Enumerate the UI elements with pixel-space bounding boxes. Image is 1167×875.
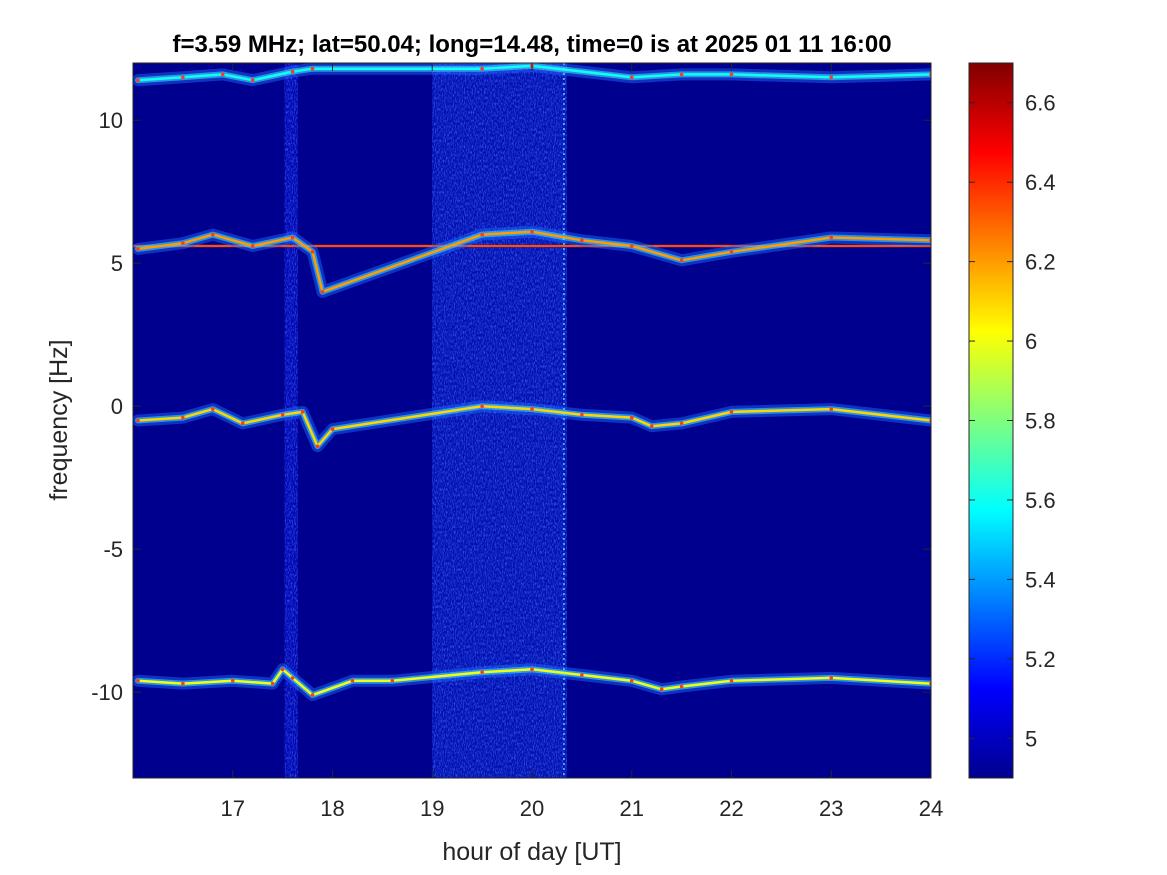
trace-point bbox=[480, 232, 484, 237]
trace-point bbox=[480, 670, 484, 674]
x-tick-label: 21 bbox=[620, 796, 644, 821]
trace-point bbox=[310, 66, 315, 71]
trace-point bbox=[679, 421, 684, 426]
trace-point bbox=[649, 424, 654, 429]
trace-point bbox=[211, 232, 215, 237]
x-tick-label: 19 bbox=[420, 796, 444, 821]
trace-point bbox=[290, 676, 295, 680]
y-tick-label: 10 bbox=[99, 108, 123, 133]
trace-point bbox=[136, 78, 140, 82]
trace-point bbox=[280, 412, 285, 417]
y-tick-label: 5 bbox=[111, 251, 123, 276]
trace-point bbox=[729, 678, 734, 683]
trace-point bbox=[136, 678, 140, 683]
y-axis: -10 -5 0 5 10 bbox=[91, 108, 931, 705]
trace-point bbox=[136, 247, 140, 251]
x-tick-label: 22 bbox=[719, 796, 743, 821]
trace-point bbox=[181, 75, 185, 80]
x-tick-label: 24 bbox=[919, 796, 943, 821]
plot-area bbox=[133, 63, 931, 778]
trace-point bbox=[240, 421, 245, 426]
trace-point bbox=[679, 258, 684, 263]
x-tick-label: 20 bbox=[520, 796, 544, 821]
trace-point bbox=[250, 78, 255, 82]
trace-point bbox=[580, 673, 584, 677]
trace-point bbox=[315, 444, 320, 449]
trace-point bbox=[629, 678, 634, 683]
trace-point bbox=[300, 410, 305, 414]
trace-point bbox=[480, 404, 484, 409]
trace-point bbox=[350, 678, 355, 683]
colorbar-tick-label: 6.4 bbox=[1025, 170, 1056, 195]
trace-point bbox=[629, 244, 634, 248]
trace-point bbox=[659, 687, 664, 692]
colorbar-tick-label: 5.8 bbox=[1025, 409, 1056, 434]
noise-bands bbox=[284, 63, 567, 778]
noise-band-speckle bbox=[432, 63, 567, 778]
trace-point bbox=[310, 693, 315, 697]
trace-point bbox=[330, 427, 335, 431]
trace-line bbox=[136, 668, 931, 697]
trace-point bbox=[729, 72, 734, 77]
x-axis: 17 18 19 20 21 22 23 24 bbox=[132, 62, 943, 821]
colorbar-tick-label: 5.4 bbox=[1025, 567, 1056, 592]
trace-point bbox=[530, 407, 534, 411]
trace-point bbox=[729, 410, 734, 414]
trace-point bbox=[211, 407, 215, 411]
trace-point bbox=[480, 66, 484, 71]
trace-point bbox=[280, 667, 285, 672]
trace-point bbox=[290, 235, 295, 240]
x-axis-label: hour of day [UT] bbox=[442, 838, 621, 866]
trace-point bbox=[310, 249, 315, 254]
trace-point bbox=[181, 415, 185, 420]
y-tick-label: -5 bbox=[103, 537, 123, 562]
doppler-traces bbox=[133, 63, 931, 702]
y-tick-label: 0 bbox=[111, 394, 123, 419]
trace-point bbox=[580, 238, 584, 243]
trace-point bbox=[829, 75, 834, 80]
x-tick-label: 18 bbox=[320, 796, 344, 821]
trace-point bbox=[629, 415, 634, 420]
colorbar-tick-label: 6.2 bbox=[1025, 250, 1056, 275]
y-tick-label: -10 bbox=[91, 680, 123, 705]
trace-point bbox=[290, 69, 295, 74]
trace-point bbox=[629, 75, 634, 80]
trace-point bbox=[320, 290, 325, 294]
trace-point bbox=[679, 72, 684, 77]
trace-point bbox=[829, 407, 834, 411]
trace-point bbox=[679, 684, 684, 689]
trace-point bbox=[580, 412, 584, 417]
chart-title: f=3.59 MHz; lat=50.04; long=14.48, time=… bbox=[172, 31, 891, 58]
colorbar-tick-label: 5.2 bbox=[1025, 647, 1056, 672]
colorbar-ticks: 5 5.2 5.4 5.6 5.8 6 6.2 6.4 6.6 bbox=[969, 91, 1056, 751]
colorbar-tick-label: 6.6 bbox=[1025, 91, 1056, 116]
trace-point bbox=[729, 249, 734, 254]
trace-point bbox=[250, 244, 255, 248]
colorbar-tick-label: 6 bbox=[1025, 329, 1037, 354]
trace-point bbox=[230, 678, 235, 683]
trace-point bbox=[136, 418, 140, 423]
trace-point bbox=[220, 72, 225, 77]
colorbar: 5 5.2 5.4 5.6 5.8 6 6.2 6.4 6.6 bbox=[968, 62, 1056, 779]
trace-point bbox=[181, 681, 185, 686]
y-axis-label: frequency [Hz] bbox=[45, 339, 73, 500]
trace-point bbox=[829, 676, 834, 680]
x-tick-label: 17 bbox=[221, 796, 245, 821]
x-tick-label: 23 bbox=[819, 796, 843, 821]
colorbar-tick-label: 5.6 bbox=[1025, 488, 1056, 513]
trace-point bbox=[390, 678, 395, 683]
trace-point bbox=[829, 235, 834, 240]
trace-point bbox=[270, 681, 275, 686]
trace-point bbox=[530, 667, 534, 672]
trace-point bbox=[181, 241, 185, 245]
colorbar-gradient bbox=[968, 62, 1014, 779]
trace-point bbox=[530, 229, 534, 234]
colorbar-tick-label: 5 bbox=[1025, 726, 1037, 751]
